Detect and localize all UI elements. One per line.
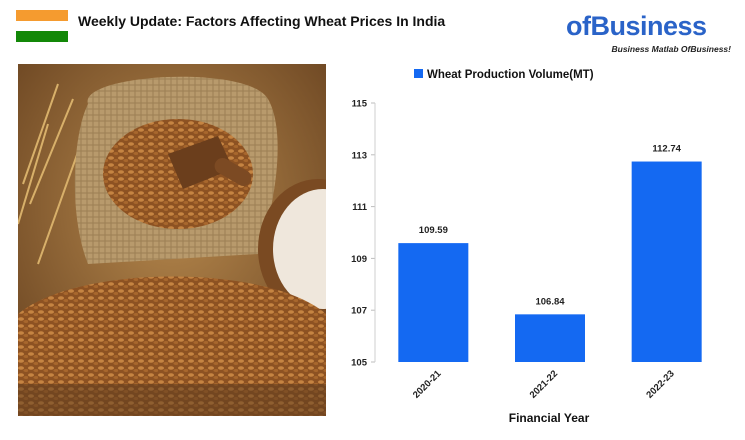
x-tick-label: 2020-21 [411, 368, 444, 401]
bars: 109.59 106.84 112.74 [398, 144, 702, 362]
chart-legend: Wheat Production Volume(MT) [414, 69, 594, 81]
y-tick-label: 107 [351, 306, 367, 317]
legend-swatch [414, 69, 423, 78]
ofbusiness-logo: ofBusiness Business Matlab OfBusiness! [566, 11, 731, 61]
wheat-sack-illustration [18, 64, 326, 416]
logo-tagline: Business Matlab OfBusiness! [611, 44, 731, 54]
chart-svg: Wheat Production Volume(MT) 105 107 109 111… [351, 69, 702, 425]
bar [631, 161, 702, 362]
bar-value-label: 106.84 [535, 296, 565, 307]
bar [515, 314, 585, 362]
x-axis-title: Financial Year [509, 411, 590, 425]
bar-value-label: 112.74 [652, 144, 681, 155]
x-tick-label: 2021-22 [528, 368, 560, 400]
y-tick-label: 113 [352, 150, 367, 161]
bar-value-label: 109.59 [419, 225, 448, 236]
india-flag-icon [16, 10, 68, 42]
y-axis: 105 107 109 111 113 115 [351, 99, 376, 369]
y-tick-label: 105 [351, 358, 368, 369]
legend-label: Wheat Production Volume(MT) [427, 69, 594, 81]
flag-band-green [16, 31, 68, 42]
y-tick-label: 109 [351, 254, 367, 265]
wheat-production-chart: Wheat Production Volume(MT) 105 107 109 111… [330, 60, 740, 435]
y-tick-label: 115 [352, 99, 368, 110]
page-title: Weekly Update: Factors Affecting Wheat P… [78, 13, 446, 29]
x-tick-label: 2022-23 [644, 368, 676, 400]
bar [398, 243, 469, 362]
x-axis: 2020-21 2021-22 2022-23 [411, 368, 677, 401]
logo-text: ofBusiness [566, 11, 707, 41]
wheat-sack-photo [18, 64, 326, 416]
y-tick-label: 111 [352, 202, 368, 213]
flag-band-white [16, 20, 68, 32]
flag-band-saffron [16, 10, 68, 21]
